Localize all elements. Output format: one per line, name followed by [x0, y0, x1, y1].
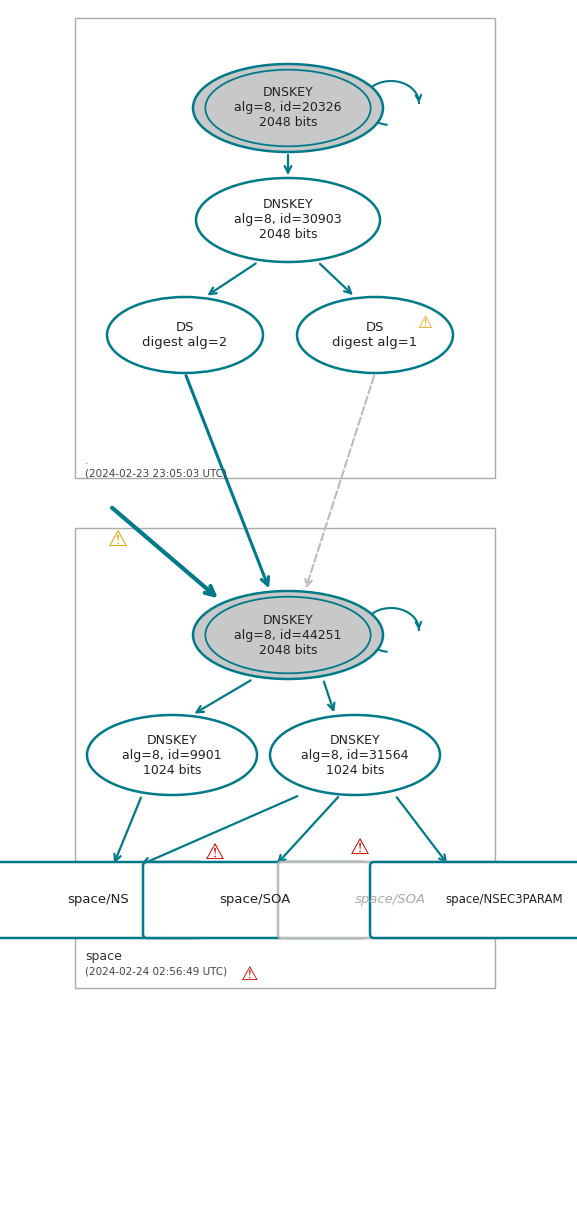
- Ellipse shape: [107, 297, 263, 373]
- Text: ⚠: ⚠: [108, 530, 128, 550]
- Text: DNSKEY
alg=8, id=20326
2048 bits: DNSKEY alg=8, id=20326 2048 bits: [234, 87, 342, 129]
- Text: (2024-02-24 02:56:49 UTC): (2024-02-24 02:56:49 UTC): [85, 966, 227, 976]
- Bar: [75, 18, 495, 478]
- Text: .: .: [85, 455, 89, 466]
- Ellipse shape: [193, 591, 383, 679]
- Text: ⚠: ⚠: [418, 314, 432, 332]
- Text: space: space: [85, 949, 122, 963]
- Text: (2024-02-23 23:05:03 UTC): (2024-02-23 23:05:03 UTC): [85, 467, 227, 478]
- Text: space/NS: space/NS: [67, 894, 129, 906]
- Ellipse shape: [193, 64, 383, 152]
- FancyBboxPatch shape: [143, 863, 367, 937]
- FancyBboxPatch shape: [370, 863, 577, 937]
- Text: ⚠: ⚠: [350, 838, 370, 858]
- Text: DS
digest alg=2: DS digest alg=2: [143, 321, 227, 349]
- Ellipse shape: [297, 297, 453, 373]
- Text: space/NSEC3PARAM: space/NSEC3PARAM: [445, 894, 563, 906]
- Text: DNSKEY
alg=8, id=31564
1024 bits: DNSKEY alg=8, id=31564 1024 bits: [301, 733, 409, 777]
- Text: DNSKEY
alg=8, id=9901
1024 bits: DNSKEY alg=8, id=9901 1024 bits: [122, 733, 222, 777]
- Text: space/SOA: space/SOA: [354, 894, 426, 906]
- Text: DNSKEY
alg=8, id=44251
2048 bits: DNSKEY alg=8, id=44251 2048 bits: [234, 614, 342, 656]
- Ellipse shape: [196, 178, 380, 262]
- FancyBboxPatch shape: [0, 863, 202, 937]
- FancyBboxPatch shape: [278, 863, 502, 937]
- Text: space/SOA: space/SOA: [219, 894, 291, 906]
- Text: DNSKEY
alg=8, id=30903
2048 bits: DNSKEY alg=8, id=30903 2048 bits: [234, 198, 342, 242]
- Bar: [75, 528, 495, 988]
- Text: ⚠: ⚠: [205, 843, 225, 863]
- Text: ⚠: ⚠: [241, 964, 258, 983]
- Text: DS
digest alg=1: DS digest alg=1: [332, 321, 418, 349]
- Ellipse shape: [87, 715, 257, 795]
- Ellipse shape: [270, 715, 440, 795]
